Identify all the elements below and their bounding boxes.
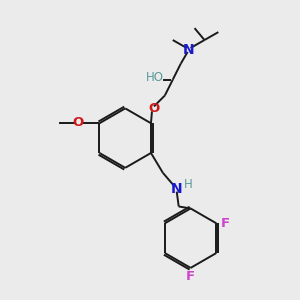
Text: H: H <box>184 178 193 191</box>
Text: O: O <box>72 116 83 129</box>
Text: N: N <box>183 43 194 57</box>
Text: F: F <box>221 217 230 230</box>
Text: HO: HO <box>146 71 164 84</box>
Text: N: N <box>171 182 182 196</box>
Text: F: F <box>186 270 195 283</box>
Text: O: O <box>148 102 160 115</box>
